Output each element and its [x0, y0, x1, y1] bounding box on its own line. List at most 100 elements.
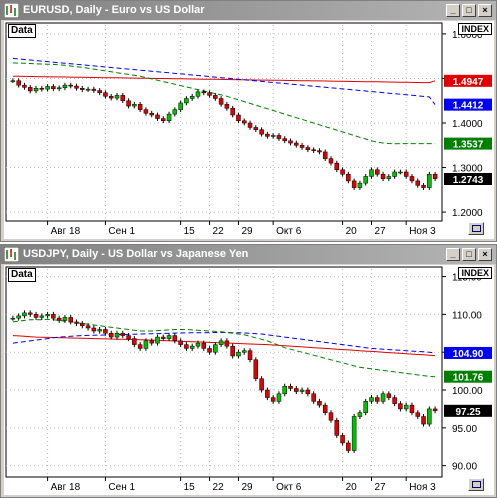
- window-titlebar[interactable]: USDJPY, Daily - US Dollar vs Japanese Ye…: [1, 245, 496, 264]
- candle-body: [10, 317, 16, 320]
- chart-window-eurusd[interactable]: EURUSD, Daily - Euro vs US Dollar _ □ × …: [0, 0, 497, 242]
- candle-body: [224, 104, 230, 109]
- candle-body: [236, 114, 241, 122]
- moving-average-line: [12, 318, 436, 378]
- candle-body: [427, 408, 432, 425]
- plot-frame: [5, 266, 443, 478]
- y-tick-label: 100.00: [452, 386, 483, 397]
- price-tag: [444, 370, 492, 383]
- x-tick-label: Авг 18: [51, 226, 81, 237]
- candle-body: [409, 404, 415, 413]
- candle-body: [39, 88, 45, 90]
- price-tag: [444, 404, 492, 417]
- candle-body: [409, 176, 415, 182]
- x-tick-label: Сен 1: [108, 226, 135, 237]
- candle-body: [334, 420, 340, 436]
- candle-body: [340, 169, 345, 175]
- candle-body: [161, 118, 166, 122]
- candle-body: [386, 393, 392, 398]
- y-tick-label: 110.00: [452, 310, 482, 321]
- x-tick-label: Авг 18: [51, 482, 81, 493]
- candle-body: [299, 145, 305, 148]
- candle-body: [311, 149, 316, 151]
- candle-body: [351, 180, 357, 188]
- candle-body: [276, 135, 282, 139]
- x-tick-label: 15: [184, 226, 196, 237]
- candle-body: [403, 404, 409, 410]
- candle-body: [22, 84, 27, 88]
- y-tick-label: 90.00: [452, 462, 477, 473]
- candle-body: [357, 182, 363, 188]
- candle-body: [108, 96, 114, 99]
- x-tick-label: 20: [346, 482, 358, 493]
- candle-body: [363, 176, 368, 184]
- candle-body: [103, 92, 108, 97]
- candle-body: [143, 109, 149, 114]
- candle-body: [51, 314, 56, 319]
- maximize-button[interactable]: □: [462, 248, 476, 261]
- close-button[interactable]: ×: [478, 4, 492, 17]
- candle-body: [253, 359, 259, 379]
- candle-body: [207, 348, 212, 353]
- candle-body: [114, 95, 120, 99]
- candle-body: [265, 389, 270, 398]
- candle-body: [282, 138, 287, 142]
- index-label: INDEX: [458, 23, 492, 35]
- candle-body: [103, 329, 108, 334]
- x-tick-label: Окт 6: [276, 482, 302, 493]
- candle-body: [328, 158, 334, 164]
- minimize-button[interactable]: _: [446, 4, 460, 17]
- candle-body: [108, 333, 114, 338]
- candle-body: [132, 338, 137, 345]
- minimize-button[interactable]: _: [446, 248, 460, 261]
- chart-shift-button[interactable]: [468, 222, 484, 235]
- chart-window-usdjpy[interactable]: USDJPY, Daily - US Dollar vs Japanese Ye…: [0, 244, 497, 498]
- moving-average-line: [12, 62, 436, 145]
- candle-body: [421, 185, 426, 188]
- candle-body: [155, 336, 160, 344]
- candle-body: [403, 171, 409, 177]
- candle-body: [45, 314, 50, 317]
- candle-body: [80, 88, 85, 90]
- candle-body: [56, 317, 62, 321]
- y-tick-label: 95.00: [452, 424, 477, 435]
- x-tick-label: 29: [241, 482, 253, 493]
- close-button[interactable]: ×: [478, 248, 492, 261]
- data-label: Data: [8, 268, 36, 282]
- candle-body: [375, 169, 380, 175]
- candle-body: [201, 91, 207, 94]
- candle-body: [328, 412, 334, 421]
- candle-body: [357, 412, 363, 417]
- window-title: EURUSD, Daily - Euro vs US Dollar: [23, 4, 205, 16]
- candle-body: [143, 340, 149, 349]
- candle-body: [120, 95, 126, 101]
- window-titlebar[interactable]: EURUSD, Daily - Euro vs US Dollar _ □ ×: [1, 1, 496, 20]
- candle-body: [224, 340, 230, 347]
- candle-body: [149, 112, 154, 116]
- y-tick-label: 1.4000: [452, 119, 483, 130]
- candle-body: [241, 350, 247, 353]
- x-tick-label: 27: [374, 482, 386, 493]
- chart-shift-button[interactable]: [468, 478, 484, 491]
- candle-body: [259, 378, 264, 391]
- candle-body: [305, 147, 311, 150]
- x-tick-label: Ноя 3: [409, 226, 436, 237]
- candle-body: [346, 173, 351, 182]
- candle-body: [137, 344, 143, 349]
- candle-body: [56, 87, 62, 90]
- candle-body: [184, 344, 189, 349]
- maximize-button[interactable]: □: [462, 4, 476, 17]
- candle-body: [392, 397, 397, 404]
- candle-body: [207, 92, 212, 96]
- price-tag-label: 101.76: [453, 373, 484, 384]
- candle-body: [68, 84, 73, 87]
- data-label: Data: [8, 24, 36, 38]
- price-tag-label: 1.3537: [453, 140, 484, 151]
- candle-body: [247, 350, 253, 361]
- candle-body: [247, 122, 253, 128]
- candle-body: [392, 171, 397, 177]
